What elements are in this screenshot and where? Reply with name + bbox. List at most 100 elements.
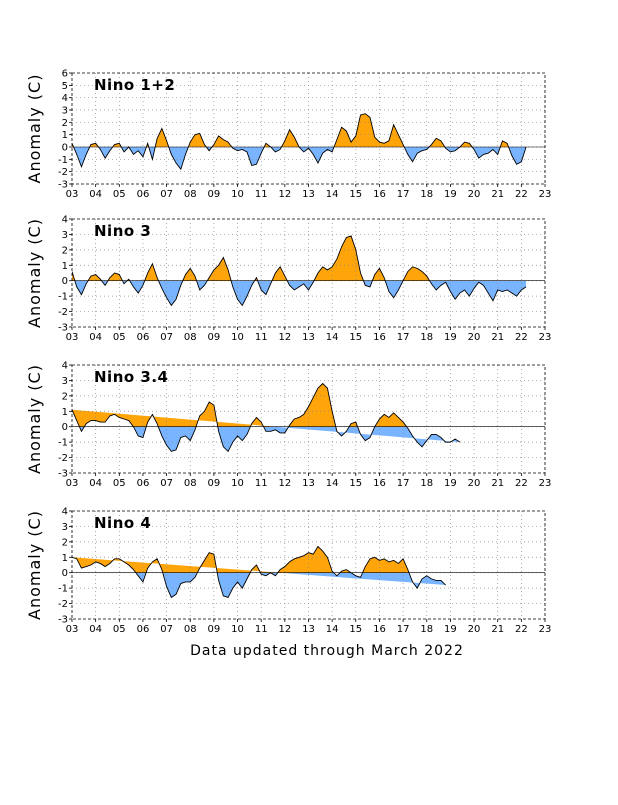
xtick-label-nino-3-4: 23 <box>539 478 552 489</box>
xtick-label-nino-3-4: 08 <box>184 478 197 489</box>
ytick-label-nino-4: 3 <box>62 522 68 533</box>
ytick-label-nino-3: 4 <box>62 215 68 226</box>
y-axis-label-nino-1-2: Anomaly (C) <box>25 74 44 184</box>
xtick-label-nino-1-2: 09 <box>208 189 221 200</box>
xtick-label-nino-1-2: 22 <box>515 189 528 200</box>
series-line-nino-4 <box>72 545 446 599</box>
y-axis-label-nino-3-4: Anomaly (C) <box>25 364 44 474</box>
xtick-label-nino-4: 21 <box>491 624 504 635</box>
ytick-label-nino-3: 1 <box>62 261 68 272</box>
xtick-label-nino-1-2: 05 <box>113 189 126 200</box>
xtick-label-nino-3: 23 <box>539 332 552 343</box>
xtick-label-nino-3: 16 <box>373 332 386 343</box>
xtick-label-nino-3: 20 <box>468 332 481 343</box>
xtick-label-nino-3-4: 06 <box>137 478 150 489</box>
xtick-label-nino-1-2: 04 <box>89 189 102 200</box>
xtick-label-nino-1-2: 08 <box>184 189 197 200</box>
panel-title-nino-3-4: Nino 3.4 <box>94 368 168 386</box>
ytick-label-nino-3: -2 <box>58 307 68 318</box>
ytick-label-nino-3-4: -3 <box>58 469 68 480</box>
xtick-label-nino-4: 14 <box>326 624 339 635</box>
ytick-label-nino-4: 4 <box>62 507 68 518</box>
xtick-label-nino-3: 05 <box>113 332 126 343</box>
ytick-label-nino-1-2: 0 <box>62 143 68 154</box>
xtick-label-nino-4: 16 <box>373 624 386 635</box>
xtick-label-nino-3-4: 16 <box>373 478 386 489</box>
xtick-label-nino-4: 04 <box>89 624 102 635</box>
xtick-label-nino-3: 06 <box>137 332 150 343</box>
xtick-label-nino-3-4: 18 <box>420 478 433 489</box>
xtick-label-nino-3: 17 <box>397 332 410 343</box>
xtick-label-nino-3: 14 <box>326 332 339 343</box>
ytick-label-nino-1-2: 1 <box>62 130 68 141</box>
ytick-label-nino-4: 1 <box>62 553 68 564</box>
xtick-label-nino-3-4: 21 <box>491 478 504 489</box>
data-updated-caption: Data updated through March 2022 <box>190 643 464 659</box>
ytick-label-nino-1-2: -3 <box>58 180 68 191</box>
ytick-label-nino-1-2: -2 <box>58 167 68 178</box>
xtick-label-nino-3-4: 17 <box>397 478 410 489</box>
xtick-label-nino-3-4: 09 <box>208 478 221 489</box>
xtick-label-nino-1-2: 06 <box>137 189 150 200</box>
xtick-label-nino-4: 22 <box>515 624 528 635</box>
xtick-label-nino-1-2: 13 <box>302 189 315 200</box>
xtick-label-nino-4: 07 <box>160 624 173 635</box>
positive-anomaly-area-nino-3-4 <box>72 383 407 427</box>
xtick-label-nino-1-2: 23 <box>539 189 552 200</box>
panel-title-nino-1-2: Nino 1+2 <box>94 76 175 94</box>
xtick-label-nino-3-4: 19 <box>444 478 457 489</box>
xtick-label-nino-4: 17 <box>397 624 410 635</box>
xtick-label-nino-1-2: 17 <box>397 189 410 200</box>
ytick-label-nino-3: 2 <box>62 245 68 256</box>
xtick-label-nino-4: 03 <box>66 624 79 635</box>
xtick-label-nino-4: 20 <box>468 624 481 635</box>
xtick-label-nino-3-4: 15 <box>349 478 362 489</box>
xtick-label-nino-3: 18 <box>420 332 433 343</box>
ytick-label-nino-1-2: 6 <box>62 69 68 80</box>
xtick-label-nino-4: 15 <box>349 624 362 635</box>
xtick-label-nino-3-4: 07 <box>160 478 173 489</box>
xtick-label-nino-3: 07 <box>160 332 173 343</box>
xtick-label-nino-3: 19 <box>444 332 457 343</box>
xtick-label-nino-3: 09 <box>208 332 221 343</box>
xtick-label-nino-3: 08 <box>184 332 197 343</box>
ytick-label-nino-3-4: -2 <box>58 453 68 464</box>
ytick-label-nino-3: -3 <box>58 323 68 334</box>
series-line-nino-3-4 <box>72 382 461 453</box>
ytick-label-nino-3-4: 4 <box>62 361 68 372</box>
ytick-label-nino-4: -3 <box>58 615 68 626</box>
xtick-label-nino-4: 06 <box>137 624 150 635</box>
xtick-label-nino-1-2: 18 <box>420 189 433 200</box>
panel-title-nino-4: Nino 4 <box>94 514 151 532</box>
xtick-label-nino-3-4: 20 <box>468 478 481 489</box>
xtick-label-nino-1-2: 15 <box>349 189 362 200</box>
ytick-label-nino-3-4: -1 <box>58 438 68 449</box>
ytick-label-nino-1-2: 3 <box>62 106 68 117</box>
ytick-label-nino-3: 3 <box>62 230 68 241</box>
ytick-label-nino-3-4: 0 <box>62 422 68 433</box>
xtick-label-nino-4: 11 <box>255 624 268 635</box>
xtick-label-nino-1-2: 03 <box>66 189 79 200</box>
xtick-label-nino-3: 12 <box>278 332 291 343</box>
xtick-label-nino-1-2: 20 <box>468 189 481 200</box>
xtick-label-nino-4: 12 <box>278 624 291 635</box>
xtick-label-nino-3: 10 <box>231 332 244 343</box>
xtick-label-nino-3-4: 12 <box>278 478 291 489</box>
xtick-label-nino-1-2: 19 <box>444 189 457 200</box>
xtick-label-nino-3-4: 05 <box>113 478 126 489</box>
ytick-label-nino-4: -2 <box>58 599 68 610</box>
negative-anomaly-area-nino-4 <box>135 572 446 598</box>
ytick-label-nino-1-2: -1 <box>58 155 68 166</box>
xtick-label-nino-4: 08 <box>184 624 197 635</box>
xtick-label-nino-3-4: 04 <box>89 478 102 489</box>
xtick-label-nino-3: 21 <box>491 332 504 343</box>
panel-title-nino-3: Nino 3 <box>94 222 151 240</box>
xtick-label-nino-4: 13 <box>302 624 315 635</box>
xtick-label-nino-3: 04 <box>89 332 102 343</box>
xtick-label-nino-4: 10 <box>231 624 244 635</box>
y-axis-label-nino-4: Anomaly (C) <box>25 510 44 620</box>
xtick-label-nino-4: 05 <box>113 624 126 635</box>
